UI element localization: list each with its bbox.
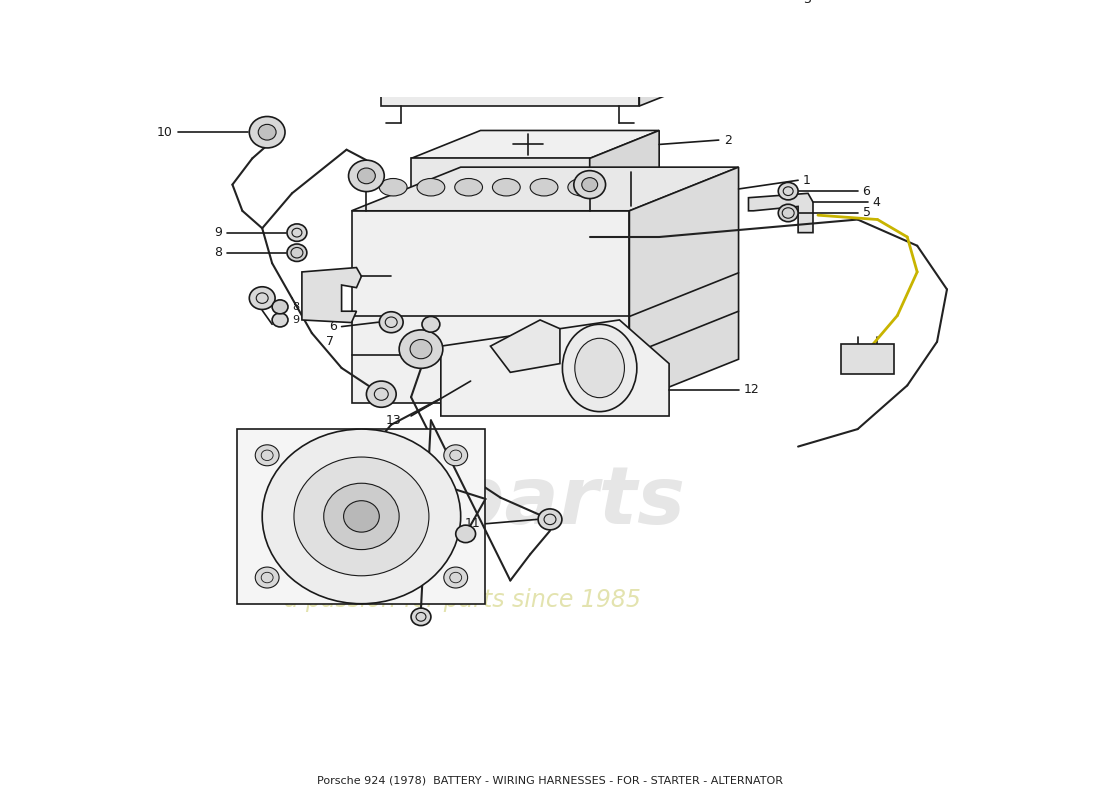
Text: 10: 10 <box>157 126 173 138</box>
Text: 8: 8 <box>292 302 299 312</box>
Circle shape <box>582 178 597 191</box>
Circle shape <box>358 168 375 184</box>
FancyBboxPatch shape <box>238 429 485 604</box>
Circle shape <box>399 330 443 368</box>
Polygon shape <box>639 0 738 106</box>
Circle shape <box>272 300 288 314</box>
Circle shape <box>287 224 307 242</box>
Text: 6: 6 <box>329 320 337 333</box>
Text: 11: 11 <box>465 518 481 530</box>
Text: 13: 13 <box>385 414 402 427</box>
Circle shape <box>574 170 606 198</box>
Circle shape <box>287 244 307 262</box>
Ellipse shape <box>562 324 637 412</box>
Circle shape <box>258 124 276 140</box>
Text: a passion for parts since 1985: a passion for parts since 1985 <box>284 588 641 612</box>
Ellipse shape <box>454 178 483 196</box>
Polygon shape <box>441 320 669 416</box>
Polygon shape <box>352 167 738 211</box>
Circle shape <box>366 381 396 407</box>
Text: 2: 2 <box>724 134 732 146</box>
Circle shape <box>443 445 468 466</box>
Circle shape <box>272 313 288 327</box>
Circle shape <box>349 160 384 191</box>
Ellipse shape <box>379 178 407 196</box>
Circle shape <box>779 182 799 200</box>
Ellipse shape <box>417 178 444 196</box>
Circle shape <box>538 509 562 530</box>
Circle shape <box>250 286 275 310</box>
Text: 8: 8 <box>214 246 222 259</box>
Text: 5: 5 <box>862 206 870 219</box>
Circle shape <box>779 204 799 222</box>
Polygon shape <box>382 0 738 27</box>
Ellipse shape <box>530 178 558 196</box>
Text: 9: 9 <box>292 315 299 325</box>
Circle shape <box>379 312 403 333</box>
Polygon shape <box>748 194 813 233</box>
Circle shape <box>255 567 279 588</box>
Text: europarts: europarts <box>240 463 685 542</box>
Polygon shape <box>301 267 362 322</box>
Ellipse shape <box>568 178 596 196</box>
Circle shape <box>294 457 429 576</box>
Polygon shape <box>411 158 590 202</box>
Circle shape <box>343 501 379 532</box>
Circle shape <box>411 608 431 626</box>
Circle shape <box>262 429 461 604</box>
Text: 7: 7 <box>326 334 333 348</box>
Circle shape <box>410 339 432 358</box>
Polygon shape <box>411 130 659 158</box>
Circle shape <box>455 525 475 542</box>
Polygon shape <box>590 130 659 202</box>
Text: 9: 9 <box>214 226 222 239</box>
Text: 6: 6 <box>862 185 870 198</box>
Text: 1: 1 <box>803 174 811 186</box>
Circle shape <box>255 445 279 466</box>
Text: 4: 4 <box>872 195 880 209</box>
Circle shape <box>250 117 285 148</box>
Polygon shape <box>382 27 639 106</box>
Polygon shape <box>352 211 629 403</box>
Ellipse shape <box>575 338 625 398</box>
Polygon shape <box>629 167 738 403</box>
FancyBboxPatch shape <box>840 345 894 374</box>
Text: 12: 12 <box>744 383 759 396</box>
Circle shape <box>422 317 440 332</box>
Circle shape <box>443 567 468 588</box>
Text: Porsche 924 (1978)  BATTERY - WIRING HARNESSES - FOR - STARTER - ALTERNATOR: Porsche 924 (1978) BATTERY - WIRING HARN… <box>317 776 783 786</box>
Ellipse shape <box>493 178 520 196</box>
Circle shape <box>323 483 399 550</box>
Polygon shape <box>491 320 560 372</box>
Text: 3: 3 <box>803 0 811 6</box>
